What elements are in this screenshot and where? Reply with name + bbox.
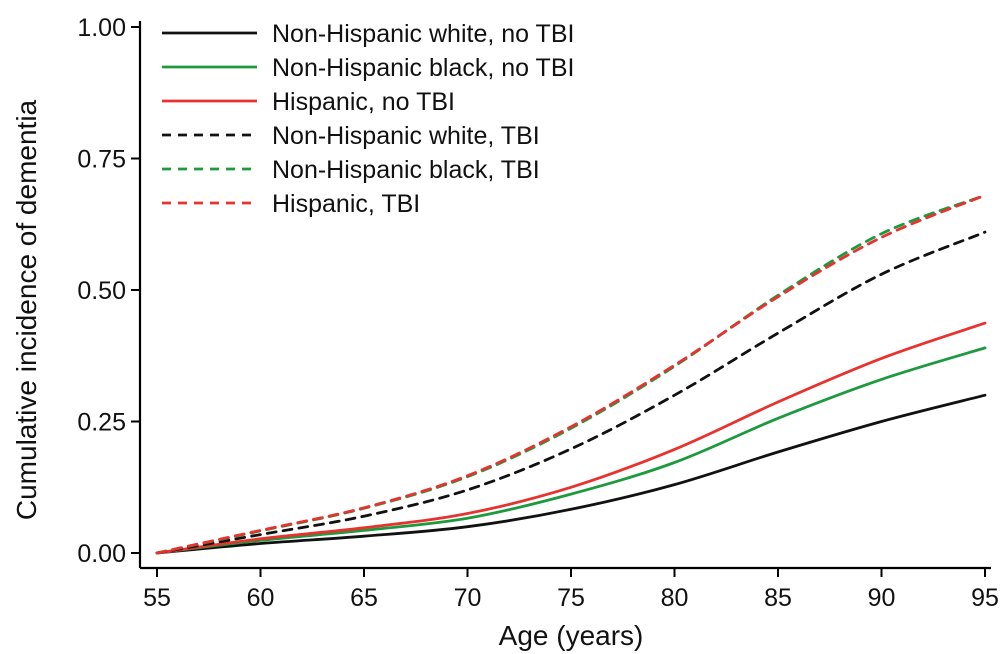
legend-item: Non-Hispanic black, no TBI (162, 54, 574, 82)
x-axis-title: Age (years) (499, 620, 644, 651)
y-tick-label: 0.75 (77, 146, 126, 174)
legend-label: Non-Hispanic black, no TBI (272, 54, 574, 82)
series-layer (155, 193, 987, 555)
x-tick-label: 55 (143, 584, 171, 612)
series-line-hispanic-no-tbi (155, 321, 987, 555)
x-tick-label: 90 (868, 584, 896, 612)
y-tick-label: 0.25 (77, 409, 126, 437)
x-tick-label: 85 (764, 584, 792, 612)
y-tick-label: 1.00 (77, 14, 126, 42)
legend-label: Non-Hispanic white, TBI (272, 122, 540, 150)
x-tick-label: 75 (557, 584, 585, 612)
y-tick-label: 0.00 (77, 540, 126, 568)
legend-item: Hispanic, no TBI (162, 88, 455, 116)
legend: Non-Hispanic white, no TBI Non-Hispanic b… (162, 20, 574, 218)
legend-item: Non-Hispanic white, TBI (162, 122, 540, 150)
legend-label: Non-Hispanic black, TBI (272, 156, 540, 184)
legend-label: Hispanic, TBI (272, 190, 420, 218)
y-axis-title: Cumulative incidence of dementia (11, 99, 42, 520)
series-line-hispanic-tbi (155, 193, 987, 555)
series-line-non-hispanic-white-tbi (155, 230, 987, 555)
x-tick-label: 70 (454, 584, 482, 612)
x-tick-label: 60 (247, 584, 275, 612)
axes: 0.00 0.25 0.50 0.75 1.00 55 60 65 70 75 80 85 90 95 (77, 14, 999, 612)
x-tick-label: 80 (661, 584, 689, 612)
legend-label: Non-Hispanic white, no TBI (272, 20, 574, 48)
legend-item: Non-Hispanic black, TBI (162, 156, 540, 184)
series-line-non-hispanic-black-no-tbi (155, 346, 987, 555)
legend-item: Hispanic, TBI (162, 190, 420, 218)
x-tick-label: 95 (971, 584, 999, 612)
legend-item: Non-Hispanic white, no TBI (162, 20, 574, 48)
legend-label: Hispanic, no TBI (272, 88, 455, 116)
x-tick-label: 65 (350, 584, 378, 612)
series-line-non-hispanic-white-no-tbi (155, 393, 987, 555)
y-tick-label: 0.50 (77, 277, 126, 305)
